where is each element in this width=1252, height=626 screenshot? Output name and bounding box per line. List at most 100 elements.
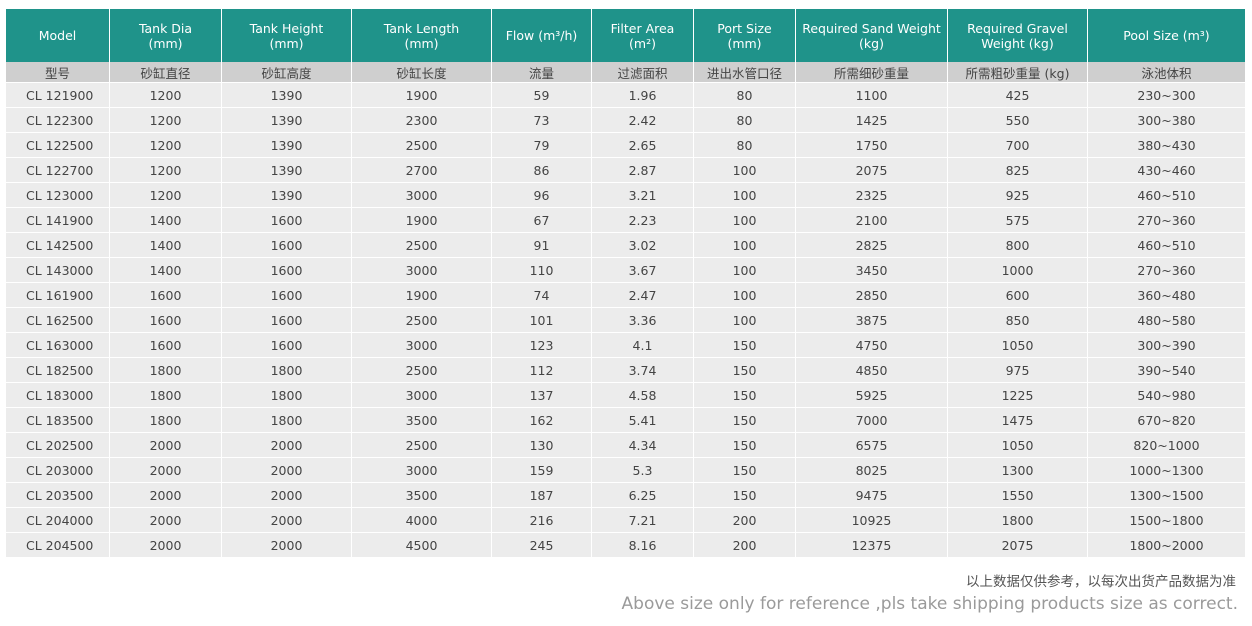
cell-model: CL 122300: [6, 107, 110, 132]
cell-port-size: 150: [694, 357, 796, 382]
cell-pool-size: 300~380: [1088, 107, 1245, 132]
cell-tank-height: 1600: [222, 332, 352, 357]
header-row-chinese: 型号 砂缸直径 砂缸高度 砂缸长度 流量 过滤面积 进出水管口径 所需细砂重量 所需粗砂重量 (…: [6, 62, 1245, 82]
table-row: CL 203000 2000 2000 3000 159 5.3 150 8025 1300 10…: [6, 457, 1245, 482]
cell-tank-length: 2500: [352, 307, 492, 332]
cell-sand-weight: 7000: [796, 407, 948, 432]
cell-pool-size: 380~430: [1088, 132, 1245, 157]
cell-sand-weight: 4750: [796, 332, 948, 357]
cell-model: CL 123000: [6, 182, 110, 207]
cell-pool-size: 300~390: [1088, 332, 1245, 357]
cell-filter-area: 4.1: [592, 332, 694, 357]
cell-model: CL 203000: [6, 457, 110, 482]
cell-model: CL 202500: [6, 432, 110, 457]
table-row: CL 122700 1200 1390 2700 86 2.87 100 2075 825 430…: [6, 157, 1245, 182]
cell-flow: 110: [492, 257, 592, 282]
header-model: Model: [6, 9, 110, 62]
header-zh-gravel-weight: 所需粗砂重量 (kg): [948, 62, 1088, 82]
cell-pool-size: 230~300: [1088, 82, 1245, 107]
cell-tank-dia: 1800: [110, 357, 222, 382]
cell-pool-size: 270~360: [1088, 207, 1245, 232]
cell-sand-weight: 9475: [796, 482, 948, 507]
cell-flow: 123: [492, 332, 592, 357]
header-tank-length: Tank Length (mm): [352, 9, 492, 62]
cell-pool-size: 1000~1300: [1088, 457, 1245, 482]
table-row: CL 143000 1400 1600 3000 110 3.67 100 3450 1000 2…: [6, 257, 1245, 282]
cell-filter-area: 3.21: [592, 182, 694, 207]
cell-tank-dia: 1600: [110, 332, 222, 357]
cell-filter-area: 2.47: [592, 282, 694, 307]
header-tank-height: Tank Height (mm): [222, 9, 352, 62]
cell-tank-height: 2000: [222, 532, 352, 557]
cell-sand-weight: 2325: [796, 182, 948, 207]
cell-port-size: 80: [694, 82, 796, 107]
table-row: CL 202500 2000 2000 2500 130 4.34 150 6575 1050 8…: [6, 432, 1245, 457]
cell-gravel-weight: 825: [948, 157, 1088, 182]
cell-flow: 79: [492, 132, 592, 157]
cell-sand-weight: 4850: [796, 357, 948, 382]
cell-gravel-weight: 575: [948, 207, 1088, 232]
cell-model: CL 204500: [6, 532, 110, 557]
cell-tank-dia: 1200: [110, 132, 222, 157]
table-body: CL 121900 1200 1390 1900 59 1.96 80 1100 425 230~…: [6, 82, 1245, 557]
cell-port-size: 100: [694, 307, 796, 332]
cell-tank-length: 1900: [352, 207, 492, 232]
cell-pool-size: 1500~1800: [1088, 507, 1245, 532]
cell-gravel-weight: 1050: [948, 432, 1088, 457]
cell-sand-weight: 3875: [796, 307, 948, 332]
cell-sand-weight: 2850: [796, 282, 948, 307]
cell-gravel-weight: 1550: [948, 482, 1088, 507]
cell-tank-length: 3000: [352, 457, 492, 482]
cell-pool-size: 390~540: [1088, 357, 1245, 382]
table-header: Model Tank Dia (mm) Tank Height (mm) Tank L…: [6, 9, 1245, 82]
table-row: CL 122300 1200 1390 2300 73 2.42 80 1425 550 300~…: [6, 107, 1245, 132]
cell-sand-weight: 12375: [796, 532, 948, 557]
cell-flow: 101: [492, 307, 592, 332]
cell-filter-area: 5.41: [592, 407, 694, 432]
cell-tank-length: 3000: [352, 257, 492, 282]
cell-sand-weight: 6575: [796, 432, 948, 457]
cell-tank-dia: 1600: [110, 307, 222, 332]
cell-model: CL 143000: [6, 257, 110, 282]
cell-filter-area: 2.23: [592, 207, 694, 232]
table-row: CL 204500 2000 2000 4500 245 8.16 200 12375 2075…: [6, 532, 1245, 557]
cell-tank-dia: 1800: [110, 382, 222, 407]
cell-filter-area: 4.34: [592, 432, 694, 457]
header-pool-size: Pool Size (m³): [1088, 9, 1245, 62]
cell-tank-length: 3500: [352, 407, 492, 432]
cell-tank-length: 4500: [352, 532, 492, 557]
cell-filter-area: 3.74: [592, 357, 694, 382]
header-row-english: Model Tank Dia (mm) Tank Height (mm) Tank L…: [6, 9, 1245, 62]
cell-flow: 130: [492, 432, 592, 457]
cell-filter-area: 3.36: [592, 307, 694, 332]
cell-flow: 112: [492, 357, 592, 382]
cell-gravel-weight: 925: [948, 182, 1088, 207]
cell-sand-weight: 2100: [796, 207, 948, 232]
table-row: CL 123000 1200 1390 3000 96 3.21 100 2325 925 460…: [6, 182, 1245, 207]
cell-model: CL 121900: [6, 82, 110, 107]
cell-port-size: 150: [694, 482, 796, 507]
header-port-size: Port Size (mm): [694, 9, 796, 62]
cell-flow: 187: [492, 482, 592, 507]
cell-sand-weight: 3450: [796, 257, 948, 282]
cell-tank-dia: 2000: [110, 532, 222, 557]
cell-tank-height: 1600: [222, 232, 352, 257]
cell-port-size: 100: [694, 282, 796, 307]
cell-tank-height: 1800: [222, 382, 352, 407]
cell-model: CL 182500: [6, 357, 110, 382]
cell-filter-area: 5.3: [592, 457, 694, 482]
cell-tank-height: 1390: [222, 182, 352, 207]
cell-tank-height: 2000: [222, 482, 352, 507]
cell-port-size: 200: [694, 532, 796, 557]
footnote-chinese: 以上数据仅供参考，以每次出货产品数据为准: [966, 574, 1236, 590]
cell-tank-length: 2700: [352, 157, 492, 182]
header-sand-weight: Required Sand Weight (kg): [796, 9, 948, 62]
header-zh-tank-length: 砂缸长度: [352, 62, 492, 82]
cell-tank-length: 2500: [352, 432, 492, 457]
header-flow: Flow (m³/h): [492, 9, 592, 62]
cell-gravel-weight: 2075: [948, 532, 1088, 557]
cell-tank-dia: 2000: [110, 457, 222, 482]
cell-pool-size: 480~580: [1088, 307, 1245, 332]
header-zh-model: 型号: [6, 62, 110, 82]
cell-port-size: 80: [694, 107, 796, 132]
